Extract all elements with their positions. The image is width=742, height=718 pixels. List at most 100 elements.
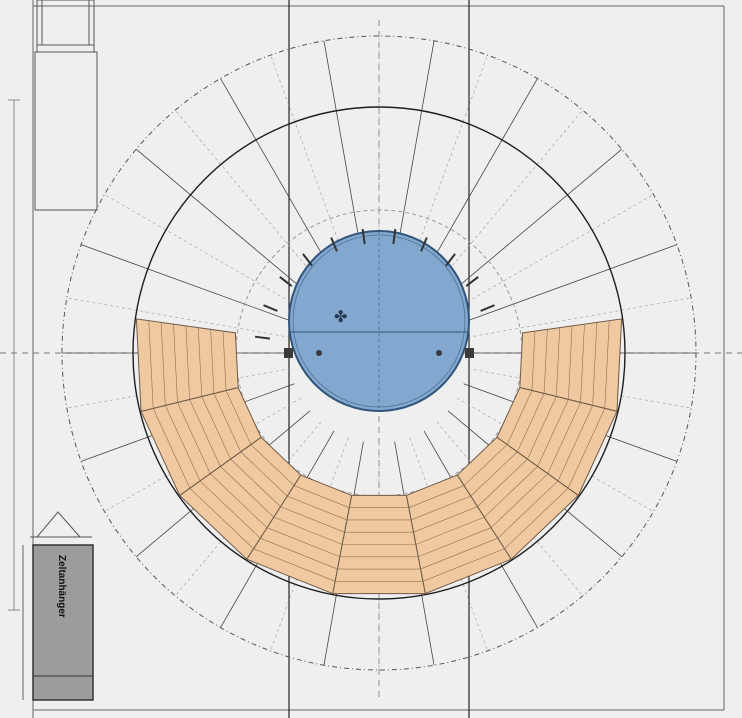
- radial-line: [409, 55, 488, 269]
- seat-row-line: [177, 402, 211, 474]
- pole-marker: [330, 237, 338, 252]
- seat-row-line: [411, 495, 471, 521]
- radial-line: [456, 194, 654, 309]
- seat-row-line: [280, 506, 345, 533]
- radial-line: [66, 368, 291, 409]
- radial-line: [463, 244, 678, 323]
- radial-line: [220, 78, 335, 276]
- seat-row-line: [213, 393, 241, 452]
- seat-row-line: [253, 548, 336, 582]
- ring-stage: ✤: [288, 230, 470, 412]
- pole-marker: [263, 304, 278, 312]
- radial-line: [409, 437, 488, 651]
- seat-row-line: [201, 396, 231, 460]
- seat-row-line: [160, 322, 166, 406]
- seat-row-line: [173, 324, 178, 403]
- trailer-label: Zeltanhänger: [56, 555, 67, 618]
- pole-marker: [480, 304, 495, 312]
- seat-row-line: [543, 329, 548, 394]
- seat-row-line: [152, 408, 191, 489]
- radial-line: [323, 40, 364, 265]
- seat-row-line: [209, 473, 268, 528]
- seat-row-line: [580, 324, 585, 403]
- radial-line: [270, 55, 349, 269]
- radial-line: [270, 437, 349, 651]
- seat-row-line: [484, 466, 538, 518]
- seat-row-line: [165, 405, 201, 482]
- radial-line: [467, 297, 692, 338]
- seat-row-line: [260, 537, 338, 570]
- seat-row-line: [185, 325, 190, 400]
- seat-row-line: [490, 473, 549, 528]
- seat-row-line: [567, 408, 606, 489]
- seat-row-line: [504, 487, 569, 549]
- seat-row-line: [415, 516, 485, 545]
- seat-row-line: [230, 458, 281, 507]
- seat-row-line: [220, 466, 274, 518]
- seat-row-line: [477, 458, 528, 507]
- radial-line: [104, 397, 302, 512]
- pole-markers: [254, 228, 495, 340]
- seat-row-line: [222, 331, 227, 391]
- seat-row-line: [273, 516, 343, 545]
- tent-outline-circle: [132, 106, 626, 600]
- pole-marker: [361, 228, 366, 245]
- seat-row-line: [197, 327, 203, 397]
- seat-row-line: [531, 331, 536, 391]
- left-mast: [284, 348, 293, 358]
- seat-row-line: [555, 327, 561, 397]
- seat-row-line: [240, 451, 288, 497]
- outer-dashed-circle: [61, 35, 697, 671]
- seat-row-line: [506, 390, 533, 445]
- radial-line: [394, 40, 435, 265]
- seat-row-line: [413, 506, 478, 533]
- seat-row-line: [408, 485, 465, 508]
- seat-row-line: [199, 480, 261, 539]
- seat-row-line: [293, 485, 350, 508]
- seat-row-line: [418, 527, 492, 558]
- seat-row-line: [547, 402, 581, 474]
- radial-line: [456, 397, 654, 512]
- seating-grandstand: [135, 318, 623, 595]
- seat-row-line: [422, 548, 505, 582]
- pole-marker: [279, 276, 293, 287]
- right-mast: [465, 348, 474, 358]
- pole-marker: [254, 335, 271, 340]
- radial-line: [467, 368, 692, 409]
- seat-row-line: [604, 320, 610, 409]
- seat-row-line: [517, 393, 545, 452]
- seat-section: [135, 318, 239, 412]
- radial-line: [423, 78, 538, 276]
- seat-row-line: [463, 444, 508, 486]
- radial-line: [175, 109, 322, 285]
- ring-figure-icon: ✤: [334, 309, 347, 326]
- radial-line: [135, 148, 311, 296]
- seat-row-line: [420, 537, 498, 570]
- seat-row-line: [225, 390, 252, 445]
- radial-line: [66, 297, 291, 338]
- radial-line: [436, 421, 583, 597]
- seat-row-line: [557, 405, 593, 482]
- seat-row-line: [568, 325, 573, 400]
- pole-marker: [420, 237, 428, 252]
- radial-line: [80, 244, 295, 323]
- seat-row-line: [497, 480, 559, 539]
- radial-line: [104, 194, 302, 309]
- seat-row-line: [592, 322, 598, 406]
- radial-line: [436, 109, 583, 285]
- pole-marker: [445, 253, 456, 267]
- trailer: Zeltanhänger: [22, 511, 94, 701]
- radial-line: [175, 421, 322, 597]
- seat-row-line: [287, 495, 347, 521]
- radial-line: [447, 148, 623, 296]
- pole-marker: [392, 228, 397, 245]
- trailer-body: [32, 544, 94, 701]
- seat-row-line: [210, 329, 215, 394]
- seat-row-line: [189, 487, 254, 549]
- seat-row-line: [266, 527, 340, 558]
- seat-row-line: [537, 399, 569, 467]
- seat-row-line: [189, 399, 221, 467]
- seat-row-line: [527, 396, 557, 460]
- seat-row-line: [250, 444, 295, 486]
